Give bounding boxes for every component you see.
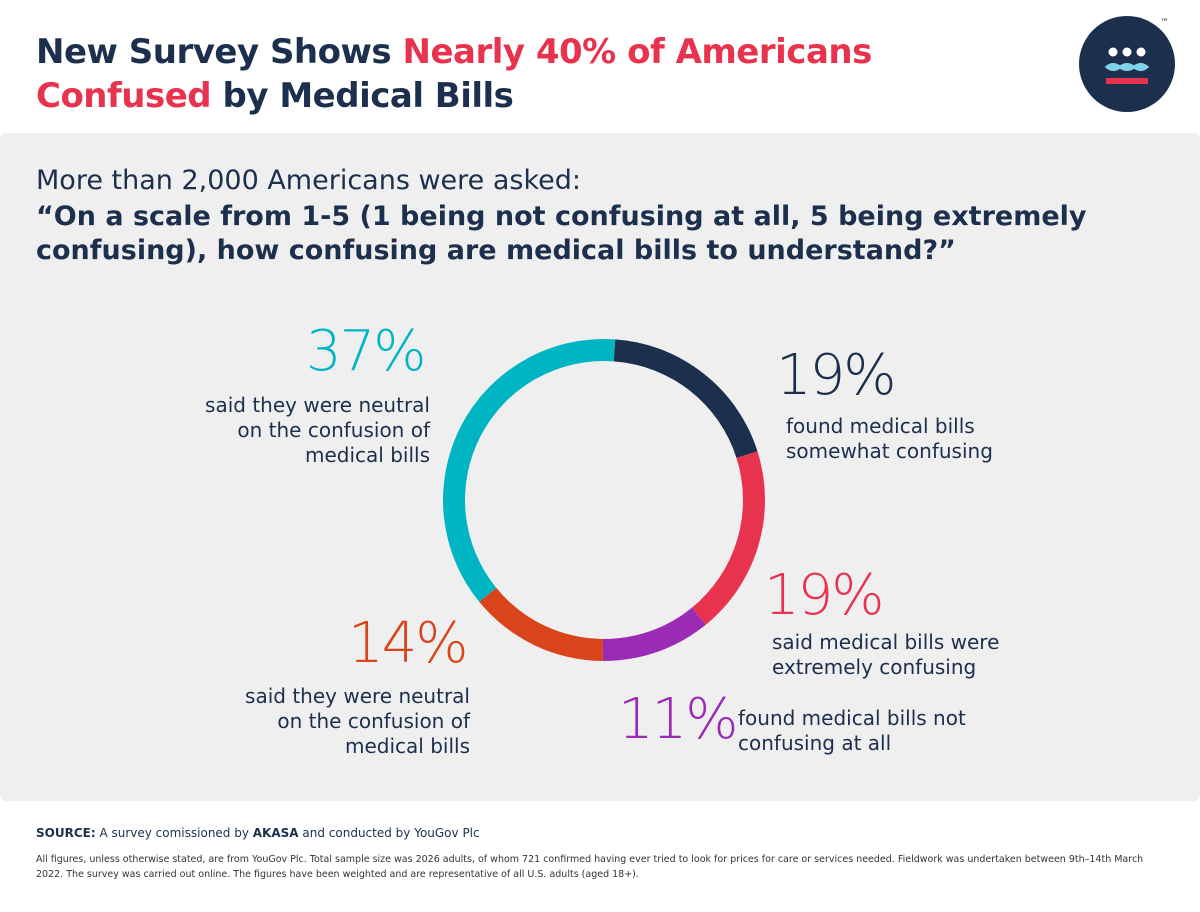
title-highlight: Confused bbox=[36, 76, 212, 116]
question-intro: More than 2,000 Americans were asked: bbox=[36, 165, 581, 196]
pct-label-orange: 14% bbox=[348, 611, 468, 676]
desc-line: on the confusion of bbox=[277, 709, 470, 733]
desc-navy: found medical bills somewhat confusing bbox=[786, 414, 993, 464]
desc-line: found medical bills not bbox=[738, 706, 966, 730]
desc-line: said they were neutral bbox=[245, 684, 470, 708]
pct-label-purple: 11% bbox=[618, 687, 738, 752]
donut-slice-0 bbox=[613, 339, 758, 458]
donut-slice-2 bbox=[602, 607, 706, 661]
desc-purple: found medical bills not confusing at all bbox=[738, 706, 966, 756]
pct-label-teal: 37% bbox=[306, 319, 426, 384]
source-text: and conducted by YouGov Plc bbox=[298, 826, 480, 840]
desc-teal: said they were neutral on the confusion o… bbox=[150, 393, 430, 468]
donut-slice-1 bbox=[691, 451, 765, 625]
desc-line: confusing at all bbox=[738, 731, 892, 755]
source-label: SOURCE: bbox=[36, 826, 96, 840]
akasa-logo bbox=[1079, 16, 1175, 112]
title-part: by Medical Bills bbox=[211, 76, 514, 116]
trademark: ™ bbox=[1160, 18, 1169, 28]
desc-line: on the confusion of bbox=[237, 418, 430, 442]
pct-label-red: 19% bbox=[764, 563, 884, 628]
desc-line: somewhat confusing bbox=[786, 439, 993, 463]
title-part: New Survey Shows bbox=[36, 32, 403, 72]
desc-line: said medical bills were bbox=[772, 630, 1000, 654]
donut-slice-4 bbox=[443, 339, 616, 602]
page-title: New Survey Shows Nearly 40% of Americans… bbox=[36, 30, 872, 118]
desc-red: said medical bills were extremely confusi… bbox=[772, 630, 999, 680]
source-line: SOURCE: A survey comissioned by AKASA an… bbox=[36, 826, 480, 840]
desc-line: found medical bills bbox=[786, 414, 975, 438]
pct-label-navy: 19% bbox=[776, 343, 896, 408]
desc-line: medical bills bbox=[345, 734, 470, 758]
source-brand: AKASA bbox=[252, 826, 299, 840]
methodology-note: All figures, unless otherwise stated, ar… bbox=[36, 854, 1144, 880]
content-panel bbox=[0, 133, 1200, 801]
source-text: A survey comissioned by bbox=[95, 826, 253, 840]
desc-line: medical bills bbox=[305, 443, 430, 467]
desc-line: extremely confusing bbox=[772, 655, 977, 679]
donut-slice-3 bbox=[479, 587, 604, 661]
title-highlight: Nearly 40% of Americans bbox=[402, 32, 872, 72]
desc-orange: said they were neutral on the confusion o… bbox=[190, 684, 470, 759]
question-text: “On a scale from 1-5 (1 being not confus… bbox=[36, 201, 1087, 266]
desc-line: said they were neutral bbox=[205, 393, 430, 417]
